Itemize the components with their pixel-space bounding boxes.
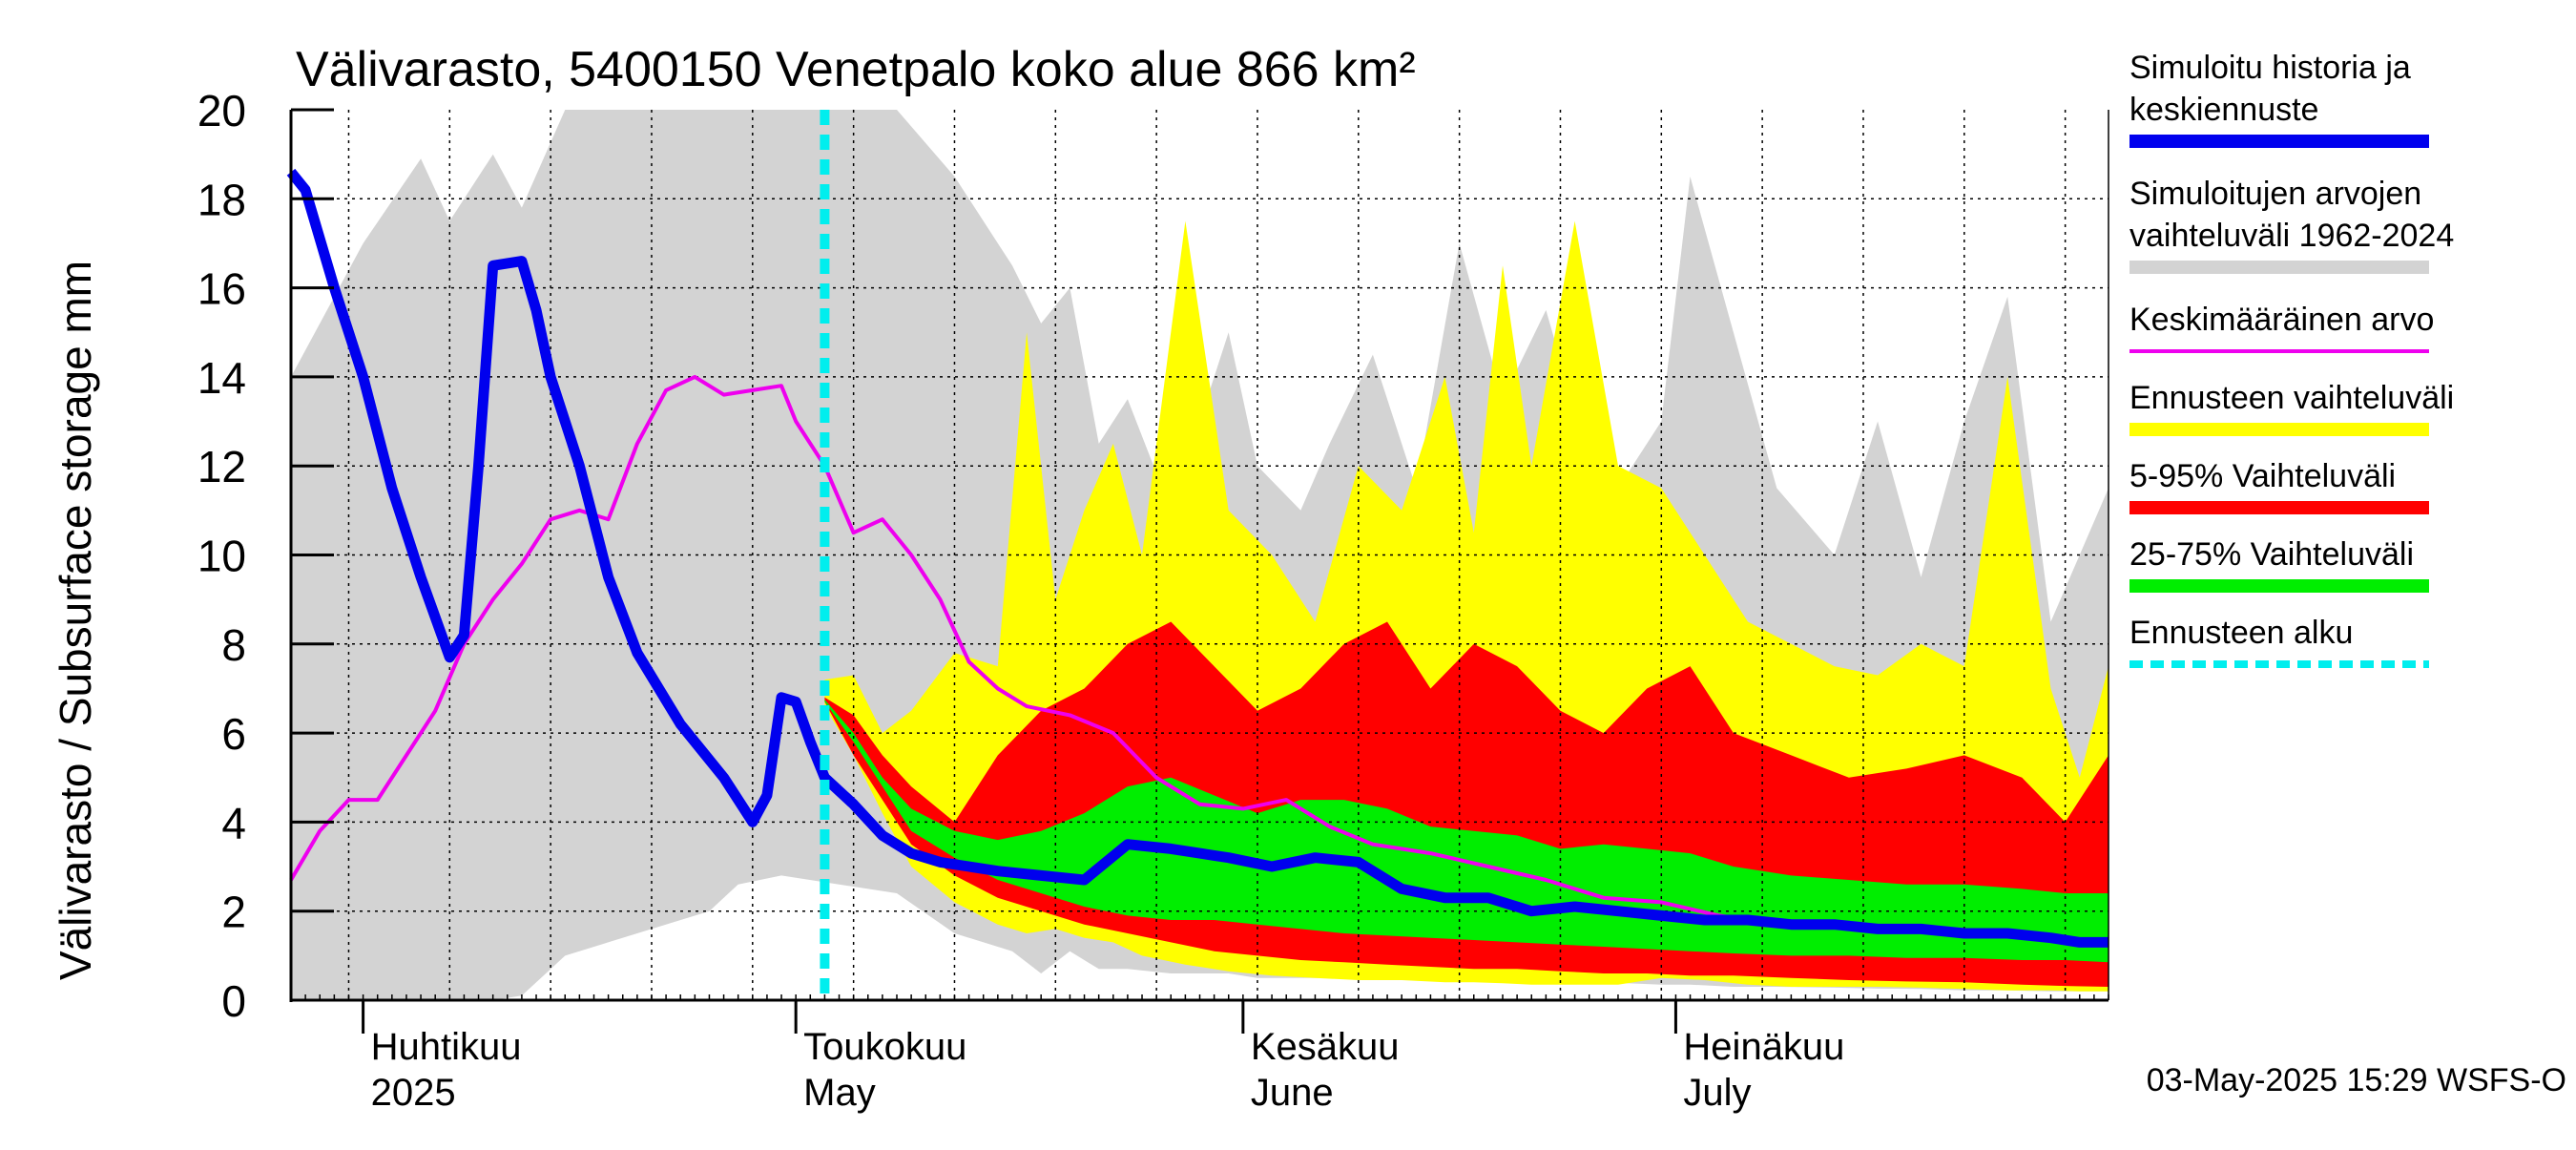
y-tick-label: 6	[221, 709, 246, 759]
y-tick-label: 0	[221, 976, 246, 1026]
x-month-label: Toukokuu	[803, 1026, 966, 1068]
series-line-0	[289, 374, 2109, 945]
chart-title: Välivarasto, 5400150 Venetpalo koko alue…	[296, 42, 1416, 97]
legend-label: keskiennuste	[2129, 92, 2318, 128]
x-month-label: Huhtikuu	[371, 1026, 522, 1068]
y-axis-label: Välivarasto / Subsurface storage mm	[51, 261, 100, 980]
y-tick-label: 2	[221, 888, 246, 937]
series-line-1	[286, 168, 2109, 948]
x-month-sublabel: June	[1251, 1072, 1334, 1114]
footer-timestamp: 03-May-2025 15:29 WSFS-O	[2147, 1062, 2566, 1098]
line-layer	[286, 110, 2109, 1000]
y-tick-label: 16	[197, 264, 246, 314]
y-tick-label: 18	[197, 175, 246, 224]
legend-label: Simuloitujen arvojen	[2129, 176, 2421, 212]
y-tick-label: 20	[197, 86, 246, 136]
legend-label: Ennusteen vaihteluväli	[2129, 380, 2454, 416]
legend: Simuloitu historia ja keskiennuste Simuloi…	[2129, 50, 2454, 668]
y-tick-label: 12	[197, 442, 246, 491]
legend-label: Simuloitu historia ja	[2129, 50, 2411, 86]
legend-label: Ennusteen alku	[2129, 615, 2353, 651]
legend-label: Keskimääräinen arvo	[2129, 302, 2434, 338]
legend-label: 5-95% Vaihteluväli	[2129, 458, 2396, 494]
x-month-label: Heinäkuu	[1683, 1026, 1844, 1068]
y-tick-label: 10	[197, 532, 246, 581]
y-tick-label: 14	[197, 353, 246, 403]
x-month-sublabel: May	[803, 1072, 876, 1114]
band-3	[824, 700, 2109, 963]
y-tick-label: 4	[221, 798, 246, 847]
x-month-label: Kesäkuu	[1251, 1026, 1400, 1068]
y-tick-label: 8	[221, 620, 246, 670]
x-month-sublabel: July	[1683, 1072, 1751, 1114]
legend-label: 25-75% Vaihteluväli	[2129, 536, 2414, 573]
x-month-sublabel: 2025	[371, 1072, 456, 1114]
legend-label: vaihteluväli 1962-2024	[2129, 218, 2454, 254]
